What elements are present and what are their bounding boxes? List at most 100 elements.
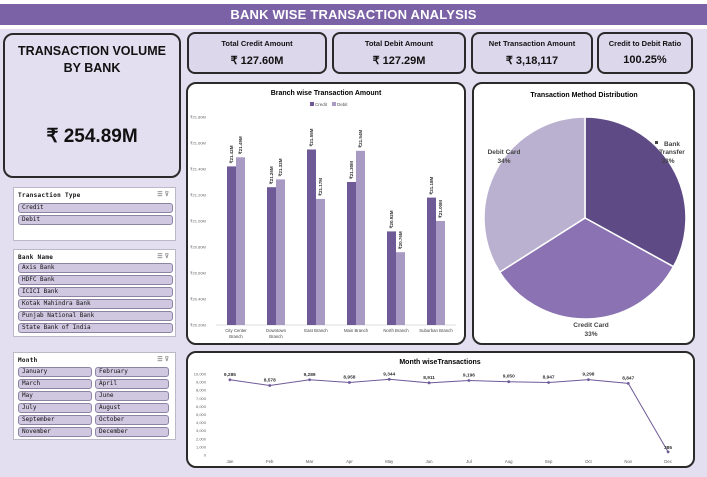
bar-credit[interactable] bbox=[347, 182, 356, 325]
y-tick-label: ₹20.60M bbox=[190, 271, 206, 276]
title-bar: BANK WISE TRANSACTION ANALYSIS bbox=[0, 0, 707, 29]
x-tick-label: Suburban Branch bbox=[419, 328, 453, 333]
bar-debit[interactable] bbox=[236, 157, 245, 325]
clear-filter-icon[interactable]: ⊽ bbox=[164, 356, 171, 363]
slicer-title: Month bbox=[18, 357, 38, 364]
slicer-item-bank[interactable]: ICICI Bank bbox=[18, 287, 173, 297]
bar-credit[interactable] bbox=[267, 187, 276, 325]
line-point[interactable] bbox=[387, 377, 391, 381]
line-point[interactable] bbox=[666, 450, 670, 454]
pie-category-label: Transfer bbox=[659, 149, 685, 156]
x-tick-label: Apr bbox=[346, 459, 353, 464]
slicer-item-month[interactable]: April bbox=[95, 379, 169, 389]
line-point[interactable] bbox=[268, 384, 272, 387]
dashboard-title: BANK WISE TRANSACTION ANALYSIS bbox=[0, 4, 707, 25]
line-chart-panel: Month wiseTransactions 0 1,000 2,000 3,000 4,… bbox=[186, 351, 695, 468]
line-point[interactable] bbox=[427, 381, 431, 385]
bar-chart-panel: Branch wise Transaction Amount Credit Debi… bbox=[186, 82, 466, 345]
bar-data-label: ₹21.49M bbox=[238, 136, 243, 154]
bar-data-label: ₹21.30M bbox=[349, 161, 354, 179]
line-point[interactable] bbox=[228, 378, 232, 382]
multi-select-icon[interactable]: ☰ bbox=[157, 356, 165, 363]
x-tick-label: East Branch bbox=[304, 328, 328, 333]
bar-credit[interactable] bbox=[387, 231, 396, 325]
legend-swatch bbox=[332, 102, 336, 106]
pie-slice[interactable] bbox=[584, 116, 687, 268]
line-point[interactable] bbox=[626, 381, 630, 385]
line-point[interactable] bbox=[507, 380, 511, 384]
x-tick-label: May bbox=[385, 459, 394, 464]
bar-data-label: ₹21.17M bbox=[318, 178, 323, 196]
x-tick-label: Nov bbox=[624, 459, 632, 464]
slicer-item-month[interactable]: August bbox=[95, 403, 169, 413]
y-tick-label: 10,000 bbox=[194, 372, 207, 377]
bar-credit[interactable] bbox=[427, 197, 436, 325]
pie-leader-marker bbox=[655, 141, 658, 144]
bar-data-label: ₹21.42M bbox=[229, 145, 234, 163]
line-point[interactable] bbox=[467, 379, 471, 382]
x-tick-label: Main Branch bbox=[344, 328, 369, 333]
y-tick-label: ₹21.00M bbox=[190, 219, 206, 224]
bar-debit[interactable] bbox=[276, 179, 285, 325]
pie-slice[interactable] bbox=[498, 217, 675, 320]
line-point[interactable] bbox=[308, 378, 311, 382]
x-tick-label: Downtown bbox=[266, 328, 287, 333]
slicer-item-month[interactable]: January bbox=[18, 367, 92, 377]
bar-credit[interactable] bbox=[307, 149, 316, 326]
line-point[interactable] bbox=[547, 381, 550, 384]
slicer-item-month[interactable]: November bbox=[18, 427, 92, 437]
slicer-item-credit[interactable]: Credit bbox=[18, 203, 173, 213]
legend-swatch bbox=[310, 102, 314, 106]
bar-credit[interactable] bbox=[227, 166, 236, 325]
line-point[interactable] bbox=[348, 381, 351, 384]
clear-filter-icon[interactable]: ⊽ bbox=[164, 191, 171, 198]
x-tick-label: Dec bbox=[664, 459, 672, 464]
bar-debit[interactable] bbox=[316, 198, 325, 325]
line-data-label: 9,196 bbox=[463, 373, 475, 379]
slicer-item-month[interactable]: March bbox=[18, 379, 92, 389]
slicer-item-month[interactable]: February bbox=[95, 367, 169, 377]
slicer-title: Transaction Type bbox=[18, 192, 81, 199]
slicer-item-month[interactable]: June bbox=[95, 391, 169, 401]
kpi-label: Total Debit Amount bbox=[364, 39, 434, 48]
x-tick-label: Aug bbox=[505, 459, 513, 464]
line-data-label: 385 bbox=[664, 445, 672, 451]
multi-select-icon[interactable]: ☰ bbox=[157, 253, 165, 260]
slicer-item-bank[interactable]: Kotak Mahindra Bank bbox=[18, 299, 173, 309]
slicer-item-bank[interactable]: HDFC Bank bbox=[18, 275, 173, 285]
slicer-item-bank[interactable]: Punjab National Bank bbox=[18, 311, 173, 321]
kpi-value: ₹ 127.60M bbox=[230, 55, 284, 67]
bar-data-label: ₹21.00M bbox=[438, 200, 443, 218]
chart-title: Branch wise Transaction Amount bbox=[271, 90, 382, 97]
clear-filter-icon[interactable]: ⊽ bbox=[164, 253, 171, 260]
method-pie-chart: Transaction Method Distribution BankTrans… bbox=[483, 92, 687, 338]
kpi-value: ₹ 127.29M bbox=[372, 55, 426, 67]
slicer-item-month[interactable]: September bbox=[18, 415, 92, 425]
y-tick-label: ₹20.20M bbox=[190, 323, 206, 328]
kpi-label: Net Transaction Amount bbox=[488, 39, 576, 48]
volume-label-line2: BY BANK bbox=[63, 61, 121, 75]
multi-select-icon[interactable]: ☰ bbox=[157, 191, 165, 198]
line-data-label: 8,958 bbox=[343, 374, 355, 380]
bar-debit[interactable] bbox=[356, 150, 365, 325]
y-tick-label: 7,000 bbox=[196, 396, 207, 401]
bar-debit[interactable] bbox=[436, 221, 445, 325]
slicer-item-bank[interactable]: Axis Bank bbox=[18, 263, 173, 273]
slicer-item-debit[interactable]: Debit bbox=[18, 215, 173, 225]
slicer-item-month[interactable]: May bbox=[18, 391, 92, 401]
pie-percent-label: 33% bbox=[584, 331, 597, 338]
bar-debit[interactable] bbox=[396, 252, 405, 325]
slicer-item-month[interactable]: October bbox=[95, 415, 169, 425]
kpi-total-credit: Total Credit Amount ₹ 127.60M bbox=[187, 32, 327, 74]
slicer-item-month[interactable]: December bbox=[95, 427, 169, 437]
line-series bbox=[229, 378, 669, 453]
slicer-item-month[interactable]: July bbox=[18, 403, 92, 413]
slicer-item-bank[interactable]: State Bank of India bbox=[18, 323, 173, 333]
y-tick-label: ₹21.60M bbox=[190, 141, 206, 146]
pie-slice[interactable] bbox=[483, 116, 586, 274]
line-point[interactable] bbox=[587, 378, 590, 382]
y-tick-label: 9,000 bbox=[196, 380, 207, 385]
legend-label: Credit bbox=[315, 102, 328, 107]
y-tick-label: ₹21.80M bbox=[190, 115, 206, 120]
y-tick-label: ₹21.40M bbox=[190, 167, 206, 172]
